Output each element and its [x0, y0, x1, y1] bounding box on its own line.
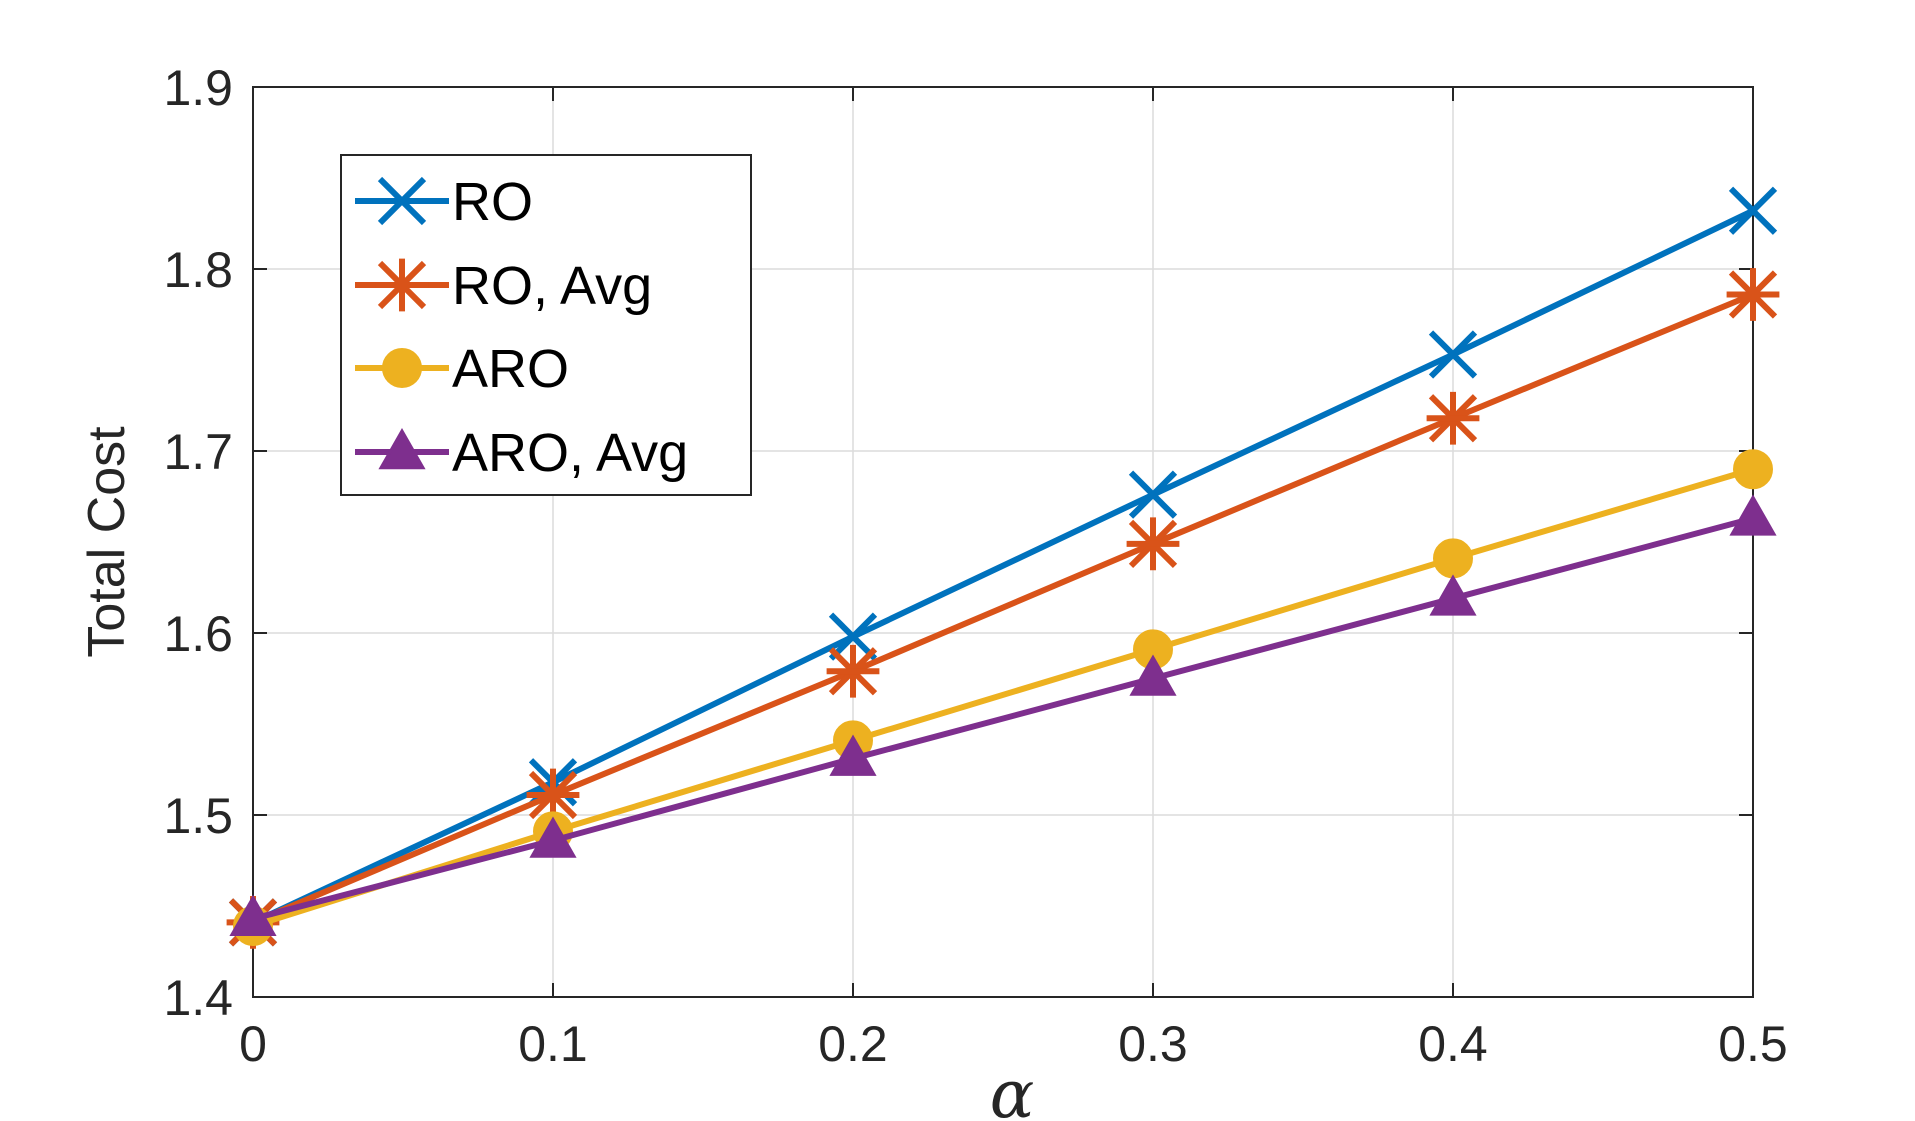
- legend-label: ARO: [452, 339, 569, 399]
- x-tick-label: 0: [239, 1016, 267, 1072]
- data-point: [1729, 494, 1777, 536]
- legend-label: RO, Avg: [452, 256, 652, 316]
- data-point: [826, 644, 880, 698]
- x-axis-label: α: [990, 1056, 1035, 1121]
- data-point: [1129, 654, 1177, 696]
- data-point: [1126, 517, 1180, 571]
- plot-area-frame: [252, 86, 1754, 998]
- x-tick-label: 0.3: [1118, 1016, 1188, 1072]
- x-mark-stroke: [377, 176, 427, 226]
- series-aro-avg: [229, 494, 1777, 936]
- series-line: [252, 515, 1754, 922]
- legend-marker: [377, 176, 427, 226]
- data-point: [229, 894, 277, 936]
- data-point: [1733, 449, 1773, 490]
- axis-ticks: [252, 86, 1754, 998]
- y-tick-label: 1.9: [163, 60, 233, 116]
- data-point: [1726, 268, 1780, 321]
- data-point: [1433, 538, 1473, 579]
- y-tick-label: 1.6: [163, 606, 233, 662]
- series-layer: [226, 186, 1780, 949]
- data-point: [829, 734, 877, 776]
- y-axis-label: Total Cost: [78, 426, 136, 658]
- y-tick-labels: 1.4 1.5 1.6 1.7 1.8 1.9: [163, 60, 233, 1026]
- y-tick-label: 1.7: [163, 424, 233, 480]
- x-mark-stroke: [1728, 186, 1778, 235]
- series-ro-avg: [226, 268, 1780, 949]
- series-line: [251, 208, 1755, 926]
- x-mark-stroke: [828, 612, 878, 661]
- series-line: [252, 466, 1754, 929]
- data-point: [1128, 470, 1178, 519]
- x-mark-stroke: [1128, 470, 1178, 519]
- x-tick-label: 0.5: [1718, 1016, 1788, 1072]
- data-point: [1429, 574, 1477, 616]
- data-point: [828, 612, 878, 661]
- legend-label: RO: [452, 172, 533, 232]
- x-tick-label: 0.4: [1418, 1016, 1488, 1072]
- x-mark-stroke: [1428, 330, 1478, 379]
- legend-marker: [382, 348, 422, 388]
- legend-entry: RO: [355, 172, 533, 232]
- data-point: [529, 816, 577, 858]
- y-tick-label: 1.8: [163, 242, 233, 298]
- legend-entry: ARO: [355, 339, 569, 399]
- y-tick-label: 1.5: [163, 788, 233, 844]
- legend-marker: [378, 427, 426, 470]
- legend: RO RO, Avg ARO ARO, Avg: [340, 154, 752, 496]
- legend-entry: ARO, Avg: [355, 423, 688, 483]
- x-tick-label: 0.2: [818, 1016, 888, 1072]
- data-point: [526, 768, 580, 822]
- y-tick-label: 1.4: [163, 970, 233, 1026]
- data-point: [1428, 330, 1478, 379]
- x-tick-label: 0.1: [518, 1016, 588, 1072]
- data-point: [1728, 186, 1778, 235]
- series-line: [251, 291, 1755, 926]
- legend-entry: RO, Avg: [355, 256, 652, 316]
- data-point: [1426, 391, 1480, 445]
- legend-label: ARO, Avg: [452, 423, 688, 483]
- legend-marker: [375, 258, 429, 312]
- x-tick-labels: 0 0.1 0.2 0.3 0.4 0.5: [239, 1016, 1788, 1072]
